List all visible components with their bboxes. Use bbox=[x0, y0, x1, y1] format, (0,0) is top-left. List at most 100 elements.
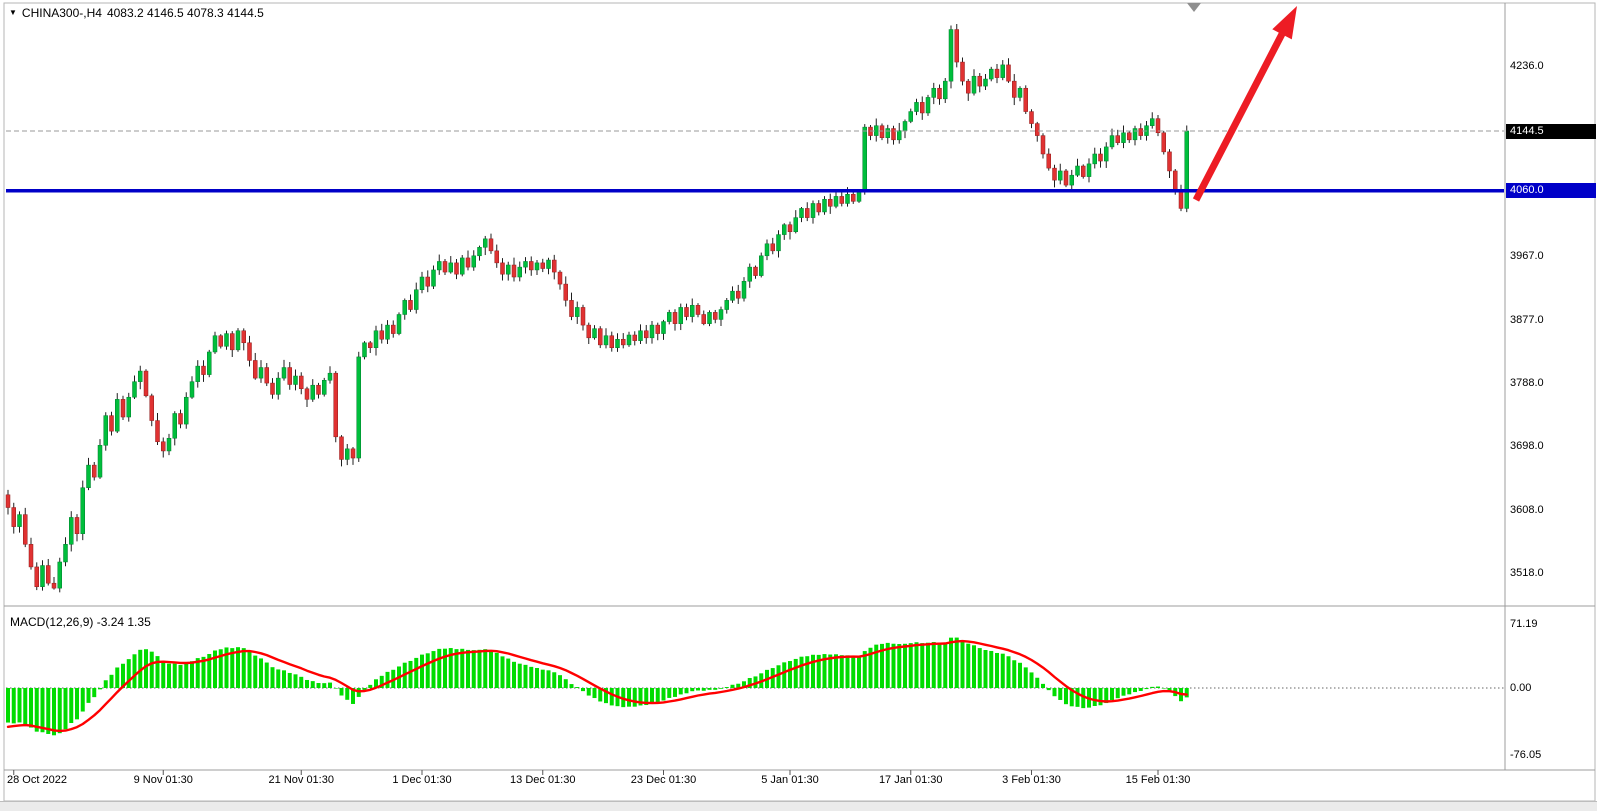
macd-histogram-bar bbox=[517, 663, 522, 688]
macd-histogram-bar bbox=[592, 688, 597, 699]
macd-histogram-bar bbox=[454, 649, 459, 688]
main-chart-pane[interactable] bbox=[5, 4, 1504, 605]
symbol-dropdown-icon[interactable]: ▼ bbox=[9, 7, 17, 17]
candle-down bbox=[143, 370, 149, 397]
macd-histogram-bar bbox=[920, 643, 925, 688]
macd-histogram-bar bbox=[1184, 688, 1189, 698]
candle-down bbox=[1006, 64, 1011, 82]
macd-histogram-bar bbox=[431, 651, 436, 688]
macd-histogram-bar bbox=[98, 688, 102, 690]
macd-histogram-bar bbox=[29, 688, 33, 728]
macd-histogram-bar bbox=[259, 658, 263, 688]
candle-up bbox=[989, 68, 994, 80]
macd-histogram-bar bbox=[316, 683, 321, 688]
candle-down bbox=[672, 312, 678, 324]
symbol-info: ▼ CHINA300-,H4 4083.2 4146.5 4078.3 4144… bbox=[9, 6, 264, 20]
macd-histogram-bar bbox=[494, 652, 499, 688]
candle-down bbox=[218, 335, 223, 347]
candle-up bbox=[908, 111, 913, 122]
macd-histogram-bar bbox=[270, 667, 275, 688]
macd-histogram-bar bbox=[903, 643, 907, 688]
candle-up bbox=[776, 234, 781, 252]
macd-histogram-bar bbox=[747, 678, 752, 688]
candle-up bbox=[747, 266, 752, 282]
candle-up bbox=[166, 437, 172, 452]
candle-up bbox=[810, 203, 816, 218]
macd-histogram-bar bbox=[466, 649, 470, 688]
macd-histogram-bar bbox=[960, 639, 965, 688]
candle-down bbox=[621, 338, 626, 346]
candle-down bbox=[304, 388, 310, 400]
candle-down bbox=[787, 224, 793, 233]
bid-price-tag: 4144.5 bbox=[1506, 123, 1596, 139]
macd-histogram-bar bbox=[1104, 688, 1109, 704]
macd-histogram-bar bbox=[701, 688, 706, 691]
macd-histogram-bar bbox=[1144, 688, 1149, 690]
macd-histogram-bar bbox=[75, 688, 79, 720]
trend-arrow[interactable] bbox=[1192, 6, 1297, 202]
macd-histogram-bar bbox=[696, 688, 700, 691]
candle-up bbox=[1000, 64, 1005, 78]
candle-down bbox=[1081, 165, 1086, 177]
candle-up bbox=[718, 309, 724, 320]
candle-down bbox=[1167, 151, 1172, 172]
candle-down bbox=[155, 420, 160, 443]
candle-up bbox=[419, 276, 425, 290]
candle-down bbox=[1098, 153, 1103, 162]
macd-histogram-bar bbox=[1058, 688, 1063, 700]
candle-down bbox=[695, 305, 701, 315]
macd-pane[interactable] bbox=[5, 608, 1504, 769]
macd-histogram-bar bbox=[742, 681, 746, 688]
date-axis-label: 23 Dec 01:30 bbox=[630, 774, 697, 786]
macd-histogram-bar bbox=[103, 680, 108, 688]
anchor-triangle-icon[interactable] bbox=[1187, 3, 1201, 12]
candle-down bbox=[161, 441, 166, 452]
macd-histogram-bar bbox=[144, 649, 148, 688]
macd-histogram-bar bbox=[949, 637, 953, 688]
date-axis-label: 1 Dec 01:30 bbox=[392, 774, 452, 786]
macd-histogram-bar bbox=[1098, 688, 1103, 706]
macd-histogram-bar bbox=[195, 658, 200, 688]
candle-down bbox=[753, 266, 758, 276]
candle-up bbox=[195, 365, 200, 382]
macd-histogram-bar bbox=[471, 650, 476, 688]
candle-down bbox=[120, 399, 126, 418]
macd-histogram-bar bbox=[1052, 688, 1057, 697]
macd-histogram-bar bbox=[351, 688, 355, 704]
macd-histogram-bar bbox=[891, 643, 896, 688]
candle-down bbox=[408, 300, 413, 310]
candle-up bbox=[546, 259, 551, 269]
macd-histogram-bar bbox=[1075, 688, 1080, 707]
macd-histogram-bar bbox=[1029, 672, 1034, 688]
macd-histogram-bar bbox=[178, 664, 183, 688]
candle-down bbox=[1046, 153, 1051, 169]
candle-up bbox=[212, 335, 218, 353]
macd-histogram-bar bbox=[253, 655, 258, 688]
macd-histogram-bar bbox=[563, 679, 568, 688]
candle-down bbox=[425, 276, 430, 287]
candle-up bbox=[293, 375, 298, 385]
candle-down bbox=[540, 262, 545, 269]
macd-histogram-bar bbox=[138, 649, 143, 688]
macd-histogram-bar bbox=[546, 670, 551, 688]
macd-histogram-bar bbox=[776, 665, 781, 688]
candle-down bbox=[28, 544, 34, 568]
macd-histogram-bar bbox=[707, 688, 712, 690]
candle-down bbox=[465, 257, 471, 268]
macd-histogram-bar bbox=[655, 688, 660, 703]
macd-histogram-bar bbox=[1161, 688, 1166, 689]
candle-down bbox=[644, 330, 649, 339]
candle-down bbox=[333, 372, 338, 438]
candle-down bbox=[920, 102, 925, 114]
candle-down bbox=[879, 125, 885, 138]
macd-histogram-bar bbox=[638, 688, 643, 706]
macd-histogram-bar bbox=[57, 688, 62, 734]
candle-down bbox=[178, 413, 183, 425]
candle-down bbox=[851, 194, 856, 202]
candle-up bbox=[1092, 153, 1097, 165]
candle-down bbox=[23, 514, 28, 545]
candle-down bbox=[368, 342, 373, 348]
price-axis-label: 3698.0 bbox=[1510, 440, 1544, 453]
macd-histogram-bar bbox=[213, 650, 217, 688]
